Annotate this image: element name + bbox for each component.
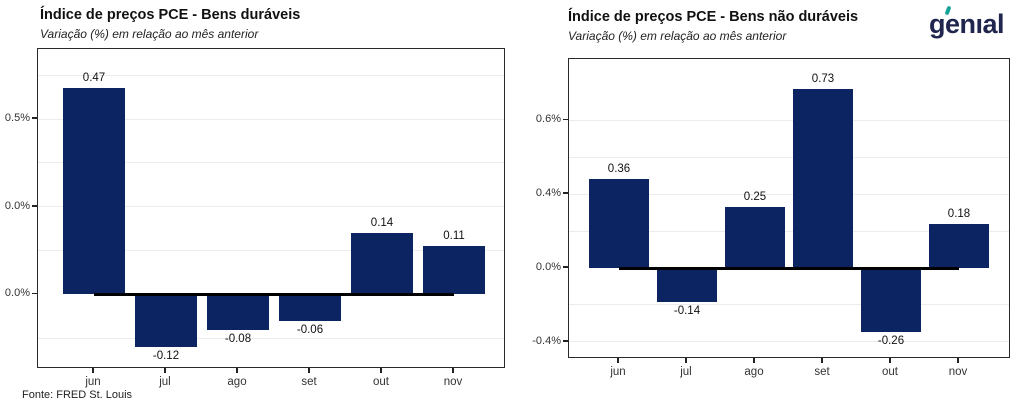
bar-jun: [589, 179, 649, 268]
y-axis-tick-label: 0.0%: [4, 287, 30, 300]
bar-value-label: 0.11: [443, 230, 465, 243]
x-axis-tick-mark: [889, 358, 891, 363]
bar-value-label: -0.12: [152, 350, 180, 363]
gridline: [38, 337, 504, 339]
gridline: [569, 193, 1009, 195]
plot-border-pce-durables: 0.47 -0.12 -0.08 -0.06 0.14 0.11: [37, 48, 505, 368]
bar-value-label: -0.26: [877, 334, 905, 347]
bar-value-label: -0.06: [296, 323, 324, 336]
x-axis-tick-mark: [617, 358, 619, 363]
bar-jul: [135, 294, 197, 348]
bar-value-label: 0.36: [607, 163, 631, 176]
x-axis-tick-mark: [164, 368, 166, 373]
chart-title-durables: Índice de preços PCE - Bens duráveis: [40, 7, 301, 23]
gridline: [569, 304, 1009, 306]
x-axis-tick-mark: [821, 358, 823, 363]
gridline: [569, 156, 1009, 158]
x-axis-month-label-nov: nov: [948, 366, 968, 378]
x-axis-month-label-ago: ago: [227, 376, 247, 388]
x-axis-month-label-out: out: [882, 366, 898, 378]
gridline: [38, 250, 504, 252]
gridline: [569, 230, 1009, 232]
source-note: Fonte: FRED St. Louis: [22, 389, 133, 401]
bar-out: [351, 233, 413, 295]
x-axis-month-label-jul: jul: [680, 366, 692, 378]
x-axis-tick-mark: [380, 368, 382, 373]
x-axis-tick-mark: [308, 368, 310, 373]
y-axis-tick-label: 0.0%: [535, 261, 561, 274]
y-axis-tick-label: 0.5%: [4, 112, 30, 125]
bar-value-label: 0.25: [743, 190, 767, 203]
x-axis-tick-mark: [685, 358, 687, 363]
bar-value-label: 0.47: [82, 72, 106, 85]
gridline: [38, 206, 504, 208]
bar-nov: [929, 223, 989, 268]
x-axis-tick-mark: [957, 358, 959, 363]
y-axis-tick-mark: [32, 205, 37, 207]
bar-ago: [725, 206, 785, 268]
bar-set: [793, 88, 853, 268]
y-axis-tick-label: 0.6%: [535, 113, 561, 126]
genial-logo: genıal: [929, 5, 1005, 39]
y-axis-tick-mark: [32, 117, 37, 119]
x-axis-month-label-jun: jun: [85, 376, 101, 388]
x-axis-tick-mark: [753, 358, 755, 363]
y-axis-tick-mark: [563, 340, 568, 342]
gridline: [38, 118, 504, 120]
chart-subtitle-nondurables: Variação (%) em relação ao mês anterior: [568, 29, 787, 43]
gridline: [569, 119, 1009, 121]
y-axis-tick-mark: [563, 266, 568, 268]
y-axis-tick-mark: [32, 292, 37, 295]
chart-title-nondurables: Índice de preços PCE - Bens não duráveis: [568, 9, 859, 25]
bar-value-label: -0.08: [224, 332, 252, 345]
plot-border-pce-nondurables: 0.36 -0.14 0.25 0.73 -0.26 0.18: [568, 58, 1010, 358]
bar-set: [279, 294, 341, 321]
gridline: [569, 341, 1009, 343]
x-axis-month-label-set: set: [814, 366, 830, 378]
bar-jul: [657, 268, 717, 303]
bar-value-label: -0.14: [673, 305, 701, 318]
x-axis-month-label-nov: nov: [443, 376, 463, 388]
x-axis-month-label-ago: ago: [744, 366, 764, 378]
gridline: [38, 74, 504, 76]
y-axis-tick-label: -0.4%: [532, 334, 561, 347]
bar-value-label: 0.14: [370, 217, 394, 230]
bar-out: [861, 268, 921, 332]
gridline: [38, 162, 504, 164]
bar-jun: [63, 88, 125, 295]
x-axis-tick-mark: [236, 368, 238, 373]
genial-logo-text: genıal: [929, 9, 1005, 39]
bar-ago: [207, 294, 269, 330]
zero-line: [619, 266, 959, 270]
bar-nov: [423, 246, 485, 295]
y-axis-tick-mark: [563, 118, 568, 121]
x-axis-month-label-set: set: [301, 376, 317, 388]
bar-value-label: 0.18: [947, 207, 971, 220]
x-axis-month-label-jun: jun: [610, 366, 626, 378]
y-axis-tick-label: 0.4%: [535, 187, 561, 200]
x-axis-tick-mark: [92, 368, 94, 373]
x-axis-tick-mark: [452, 368, 454, 373]
y-axis-tick-mark: [563, 192, 568, 194]
zero-line: [94, 292, 454, 296]
bar-value-label: 0.73: [811, 72, 835, 85]
y-axis-tick-label: 0.0%: [4, 199, 30, 212]
chart-subtitle-durables: Variação (%) em relação ao mês anterior: [40, 27, 259, 41]
x-axis-month-label-jul: jul: [159, 376, 171, 388]
x-axis-month-label-out: out: [373, 376, 389, 388]
